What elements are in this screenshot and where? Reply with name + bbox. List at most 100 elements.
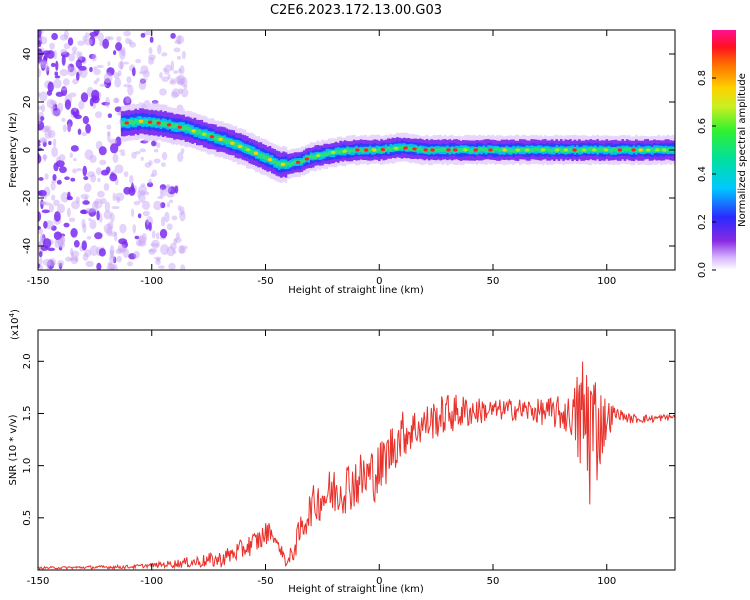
spectrogram-noise-blob [103, 183, 110, 191]
spectrogram-noise-blob [38, 189, 47, 197]
spectrogram-peak [253, 151, 259, 155]
spectrogram-peak [581, 148, 587, 152]
spectrogram-noise-blob [54, 211, 61, 222]
spectrogram-noise-blob [137, 213, 142, 219]
spectrogram-noise-blob [155, 232, 160, 240]
spectrogram-noise-blob [94, 200, 100, 205]
spectrogram-peak [209, 135, 215, 139]
spectrogram-noise-blob [103, 72, 113, 84]
spectrogram-noise-blob [43, 220, 48, 229]
x-tick-label: -100 [140, 276, 163, 287]
spectrogram-noise-blob [176, 55, 182, 60]
spectrogram-noise-blob [126, 76, 132, 84]
spectrogram-noise-blob [71, 46, 78, 53]
spectrogram-noise-blob [67, 191, 71, 200]
spectrogram-noise-blob [114, 164, 124, 174]
spectrogram-peak [554, 148, 560, 152]
spectrogram-peak [540, 148, 546, 152]
spectrogram-noise-blob [159, 228, 168, 239]
spectrogram-noise-blob [161, 188, 167, 197]
spectrogram-peak [412, 147, 417, 151]
spectrogram-noise-blob [77, 40, 85, 46]
spectrogram-noise-blob [119, 223, 127, 234]
spectrogram-noise-blob [140, 32, 146, 38]
x-tick-label: -150 [27, 276, 50, 287]
spectrogram-noise-blob [42, 238, 52, 249]
spectrogram-noise-blob [41, 209, 50, 214]
spectrogram-noise-blob [89, 219, 97, 230]
spectrogram-noise-blob [153, 148, 159, 153]
spectrogram-noise-blob [129, 174, 134, 184]
spectrogram-noise-blob [82, 165, 88, 177]
spectrogram-peak [355, 148, 360, 152]
spectrogram-noise-blob [54, 71, 59, 76]
spectrogram-peak [147, 120, 153, 124]
spectrogram-noise-blob [38, 228, 44, 235]
spectrogram-peak [138, 119, 144, 123]
spectrogram-noise-blob [78, 100, 85, 110]
spectrogram-noise-blob [148, 221, 152, 231]
spectrogram-noise-blob [132, 223, 137, 234]
spectrogram-peak [446, 148, 451, 152]
spectrogram-peak [124, 121, 129, 125]
spectrogram-noise-blob [82, 35, 88, 42]
spectrogram-noise-blob [97, 32, 104, 43]
spectrogram-peak [662, 148, 667, 152]
x-tick-label: -100 [140, 576, 163, 587]
spectrogram-peak [191, 129, 196, 133]
spectrogram-noise-blob [159, 187, 163, 198]
spectrogram-noise-blob [70, 250, 80, 257]
spectrogram-noise-blob [51, 146, 59, 158]
spectrogram-peak [156, 121, 161, 125]
spectrogram-noise-blob [76, 71, 80, 81]
spectrogram-noise-blob [38, 154, 42, 164]
spectrogram-noise-blob [85, 123, 91, 134]
spectrogram-noise-blob [46, 99, 55, 109]
spectrogram-noise-blob [88, 217, 92, 222]
x-tick-label: -50 [257, 276, 273, 287]
spectrogram-noise-blob [40, 104, 46, 113]
spectrogram-peak [453, 148, 458, 152]
spectrogram-peak [502, 148, 507, 152]
spectrogram-noise-blob [114, 77, 122, 88]
spectrogram-noise-blob [100, 198, 107, 205]
spectrogram-noise-blob [93, 80, 98, 85]
spectrogram-noise-blob [96, 77, 100, 82]
spectrogram-noise-blob [119, 49, 126, 60]
spectrogram-panel: -150 -100 -50 0 50 100 -40 -20 0 20 40 Height of … [8, 29, 676, 296]
spectrogram-noise-blob [44, 173, 49, 180]
spectrogram-noise-blob [38, 143, 41, 147]
spectrogram-peak [245, 148, 251, 152]
spectrogram-noise-blob [160, 244, 169, 255]
spectrogram-noise-blob [63, 30, 69, 40]
spectrogram-noise-blob [57, 260, 65, 267]
spectrogram-noise-blob [119, 149, 125, 153]
spectrogram-noise-blob [66, 123, 72, 133]
spectrogram-x-label: Height of straight line (km) [288, 285, 424, 296]
spectrogram-noise-blob [99, 213, 103, 223]
spectrogram-noise-blob [105, 166, 111, 174]
spectrogram-noise-blob [38, 257, 43, 265]
spectrogram-noise-blob [58, 154, 66, 162]
spectrogram-peak [463, 148, 468, 152]
spectrogram-noise-blob [113, 264, 118, 270]
spectrogram-noise-blob [47, 81, 54, 93]
spectrogram-peak [645, 148, 651, 152]
spectrogram-noise-blob [127, 261, 133, 267]
spectrogram-noise-blob [134, 235, 140, 240]
spectrogram-peak [304, 157, 310, 161]
spectrogram-noise-blob [43, 125, 52, 131]
colorbar-tick-label: 0.2 [697, 214, 708, 230]
spectrogram-noise-blob [141, 200, 151, 210]
spectrogram-noise-blob [51, 110, 61, 117]
spectrogram-noise-blob [42, 50, 51, 55]
spectrogram-peak [363, 148, 369, 152]
spectrogram-noise-blob [41, 138, 48, 143]
spectrogram-noise-blob [135, 239, 143, 247]
spectrogram-noise-blob [62, 124, 67, 133]
spectrogram-noise-blob [164, 70, 170, 75]
x-tick-label: -150 [27, 576, 50, 587]
spectrogram-noise-blob [38, 250, 43, 258]
spectrogram-noise-blob [96, 64, 104, 69]
spectrogram-noise-blob [161, 76, 169, 83]
